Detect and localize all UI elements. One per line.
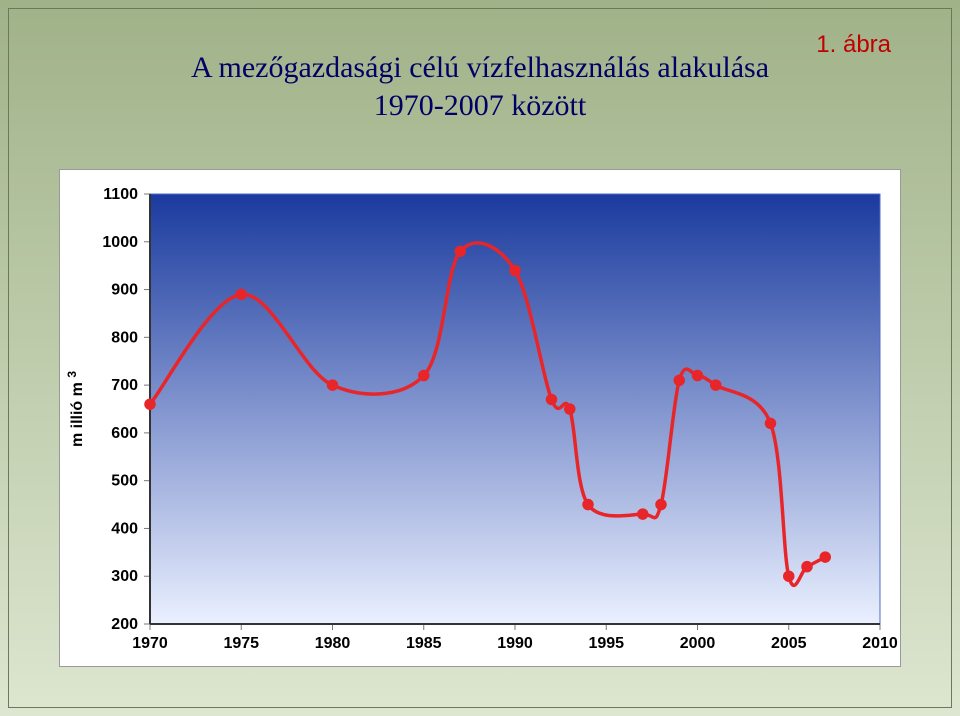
data-marker: [328, 380, 338, 390]
x-tick-label: 1970: [132, 635, 168, 652]
slide-inner: 1. ábra A mezőgazdasági célú vízfelhaszn…: [8, 8, 952, 708]
x-tick-label: 1985: [406, 635, 442, 652]
chart-title: A mezőgazdasági célú vízfelhasználás ala…: [9, 49, 951, 124]
y-tick-label: 700: [111, 377, 138, 394]
data-marker: [455, 246, 465, 256]
y-tick-label: 200: [111, 616, 138, 633]
data-marker: [565, 404, 575, 414]
data-marker: [236, 289, 246, 299]
data-marker: [711, 380, 721, 390]
title-line-2: 1970-2007 között: [374, 89, 586, 122]
data-marker: [583, 500, 593, 510]
x-tick-label: 2010: [862, 635, 898, 652]
chart-svg: 200 300 400 500 600 700 800 900 1000 1100 1970 1975…: [60, 170, 900, 666]
slide: 1. ábra A mezőgazdasági célú vízfelhaszn…: [0, 0, 960, 716]
y-tick-label: 1100: [103, 186, 138, 203]
data-marker: [510, 265, 520, 275]
data-marker: [674, 375, 684, 385]
chart-frame: 200 300 400 500 600 700 800 900 1000 1100 1970 1975…: [59, 169, 901, 667]
y-tick-label: 500: [111, 473, 138, 490]
data-marker: [638, 509, 648, 519]
y-tick-label: 800: [111, 329, 138, 346]
data-marker: [656, 500, 666, 510]
data-marker: [784, 571, 794, 581]
y-tick-label: 400: [111, 520, 138, 537]
data-marker: [766, 418, 776, 428]
x-tick-label: 1990: [497, 635, 533, 652]
title-line-1: A mezőgazdasági célú vízfelhasználás ala…: [191, 51, 769, 84]
y-tick-label: 1000: [102, 234, 138, 251]
data-marker: [145, 399, 155, 409]
y-axis-label: m illió m 3: [65, 371, 86, 447]
data-marker: [693, 371, 703, 381]
data-marker: [802, 562, 812, 572]
x-tick-label: 1980: [315, 635, 351, 652]
y-tick-label: 600: [111, 425, 138, 442]
data-marker: [419, 371, 429, 381]
x-tick-label: 2005: [771, 635, 807, 652]
y-tick-label: 900: [111, 282, 138, 299]
data-marker: [547, 394, 557, 404]
y-tick-label: 300: [111, 568, 138, 585]
x-tick-label: 1975: [223, 635, 259, 652]
data-marker: [820, 552, 830, 562]
x-tick-label: 2000: [680, 635, 716, 652]
x-tick-label: 1995: [588, 635, 624, 652]
plot-area: [150, 194, 880, 624]
